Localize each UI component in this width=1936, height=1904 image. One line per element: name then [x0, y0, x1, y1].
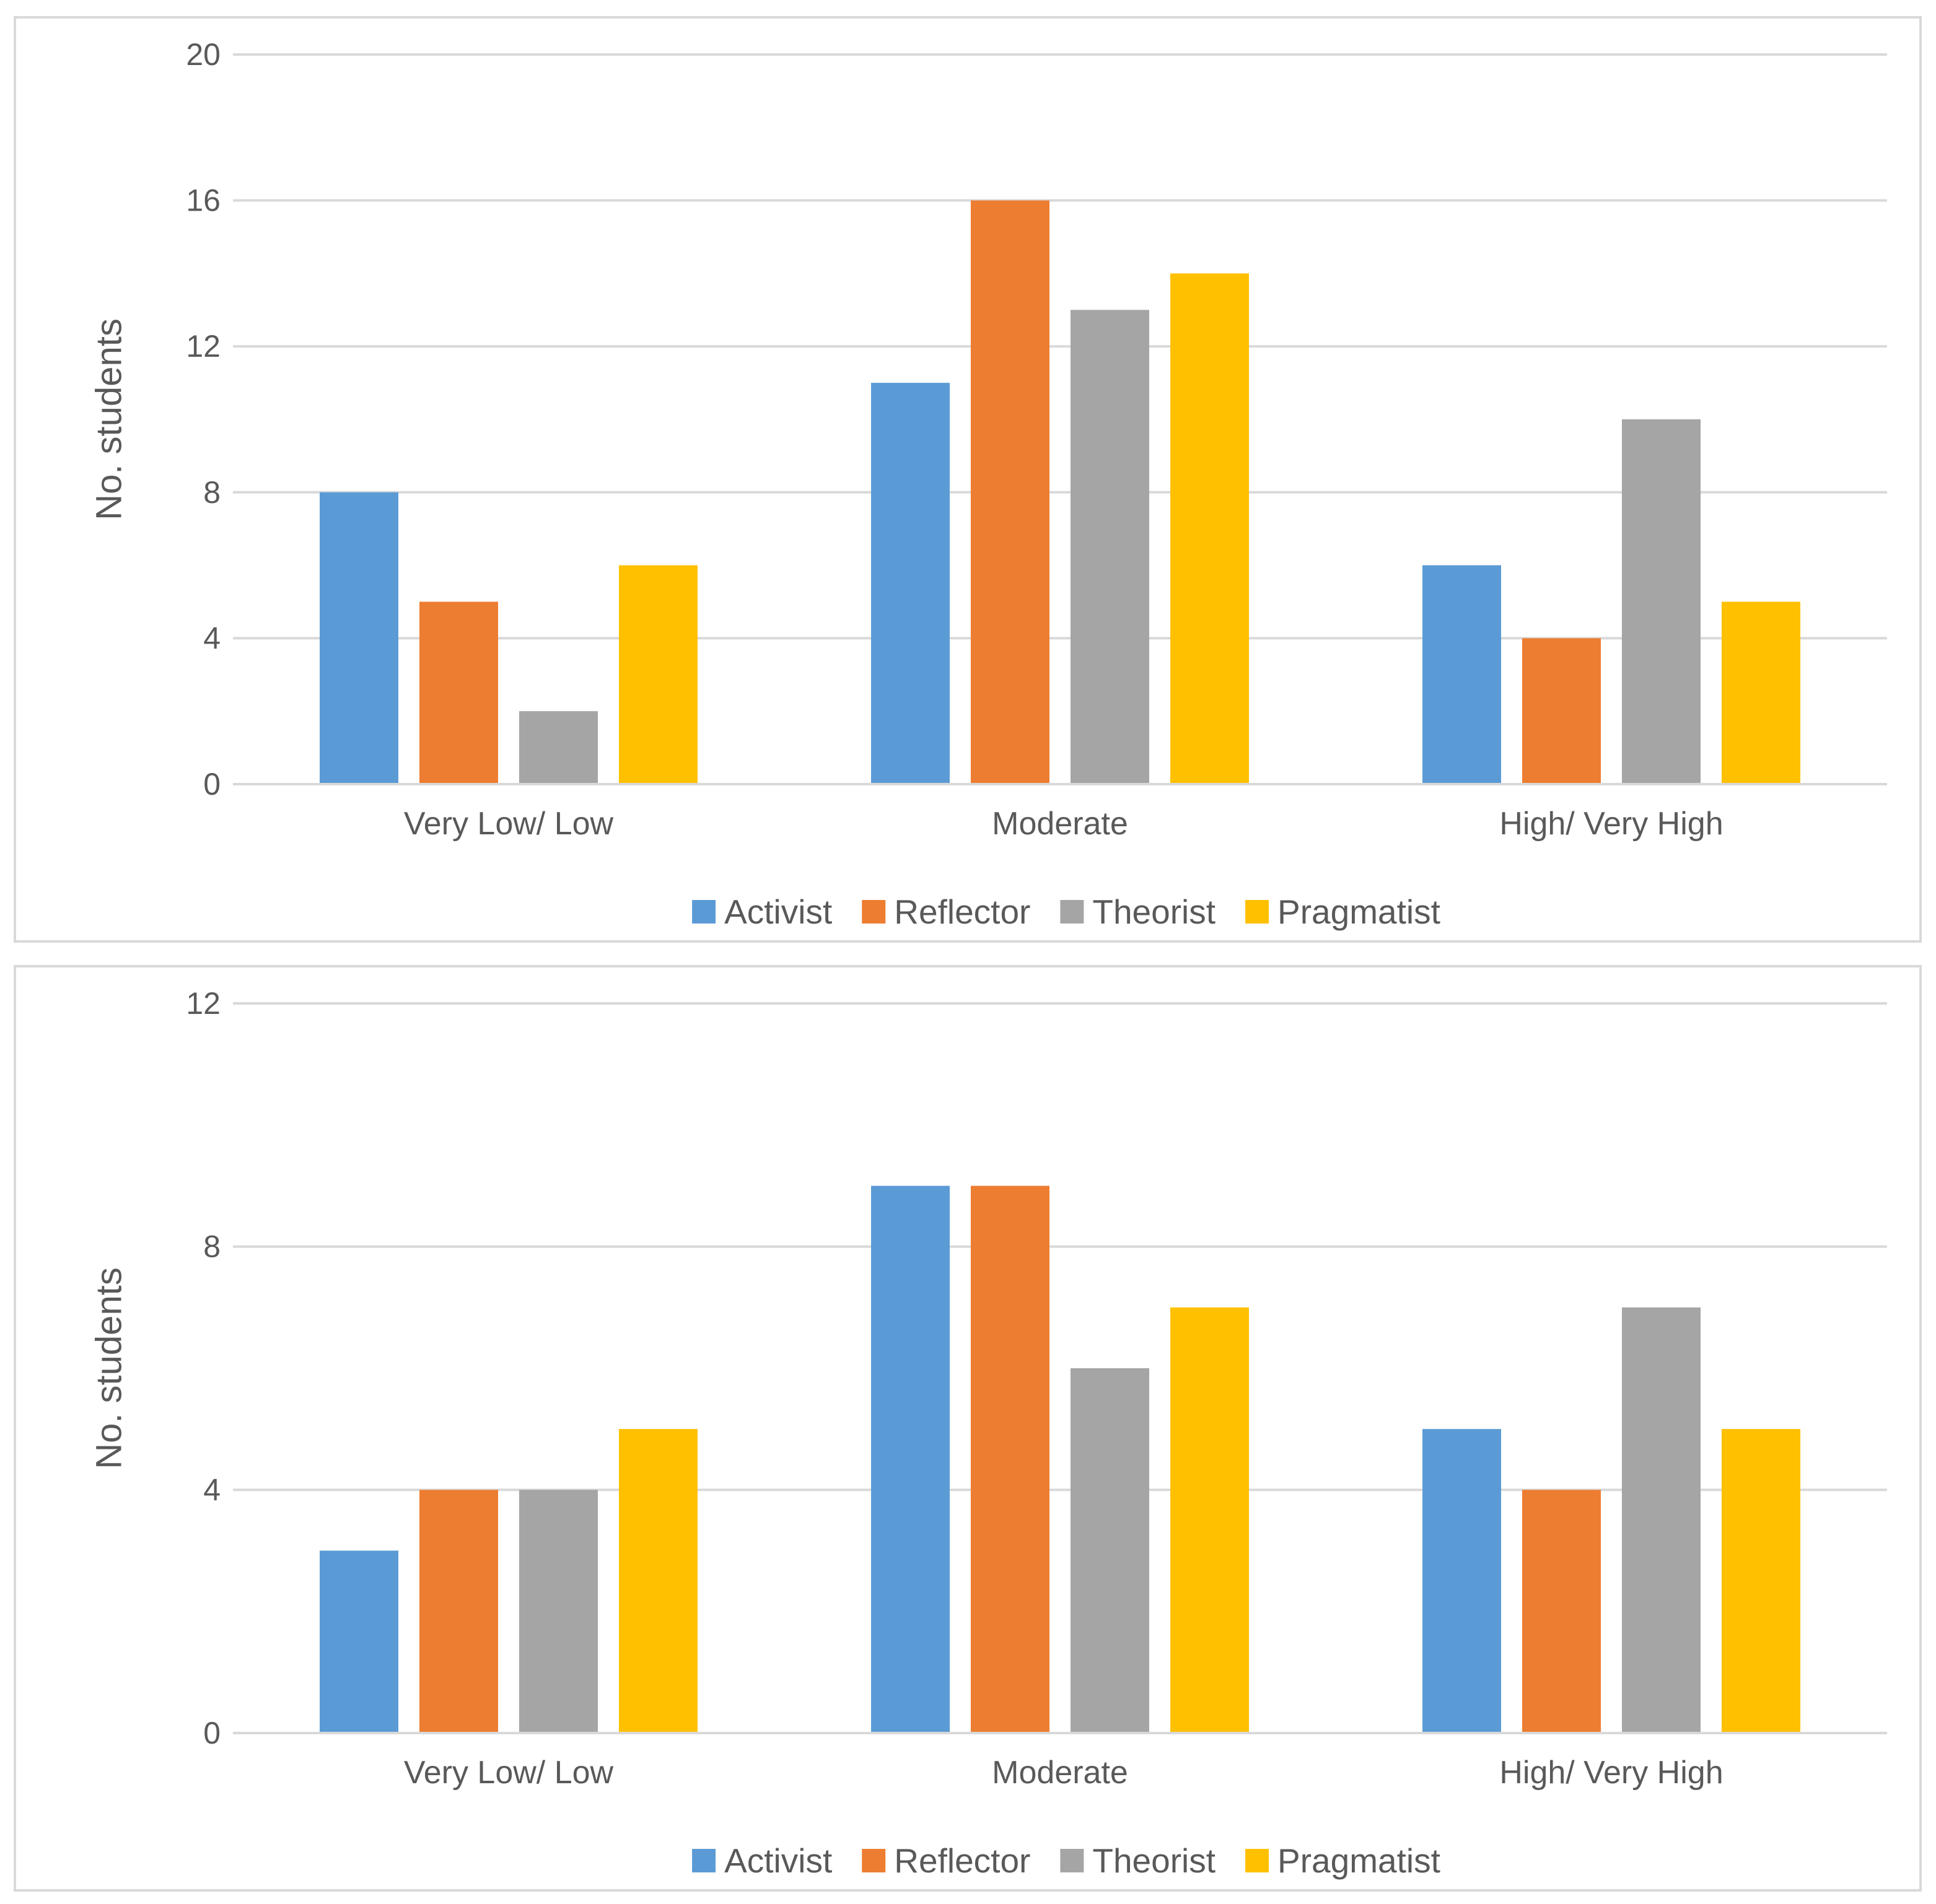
legend-item-theorist: Theorist — [1060, 893, 1215, 931]
bar-reflector-1 — [971, 1186, 1049, 1733]
legend-swatch — [1060, 1849, 1084, 1872]
legend-label: Reflector — [894, 1841, 1030, 1880]
legend-label: Reflector — [894, 893, 1030, 931]
bar-theorist-1 — [1071, 1368, 1149, 1733]
legend-item-reflector: Reflector — [862, 1841, 1030, 1880]
legend-label: Activist — [724, 1841, 832, 1880]
y-tick-label: 12 — [186, 329, 221, 364]
bar-activist-2 — [1422, 565, 1501, 784]
bar-reflector-2 — [1522, 638, 1601, 784]
chart-panel-top: 0 4 8 12 16 20 No. students Very Low/ Low Modera… — [14, 16, 1922, 943]
x-category-label: Moderate — [992, 1755, 1128, 1791]
bar-reflector-0 — [419, 601, 498, 784]
legend: Activist Reflector Theorist Pragmatist — [692, 1841, 1440, 1880]
x-category-label: Very Low/ Low — [404, 1755, 614, 1791]
y-tick-label: 8 — [203, 1229, 221, 1264]
legend-item-activist: Activist — [692, 893, 832, 931]
bar-theorist-2 — [1622, 419, 1701, 784]
bar-pragmatist-1 — [1170, 273, 1249, 784]
legend-item-theorist: Theorist — [1060, 1841, 1215, 1880]
y-tick-label: 16 — [186, 183, 221, 218]
bar-activist-1 — [871, 1186, 950, 1733]
x-category-label: High/ Very High — [1499, 806, 1723, 842]
y-tick-label: 12 — [186, 986, 221, 1021]
legend-label: Pragmatist — [1277, 893, 1440, 931]
legend-label: Theorist — [1092, 893, 1215, 931]
bar-chart-top: 0 4 8 12 16 20 No. students Very Low/ Low Modera… — [89, 37, 1887, 931]
bar-pragmatist-0 — [619, 1429, 698, 1733]
bar-theorist-0 — [519, 711, 598, 784]
legend: Activist Reflector Theorist Pragmatist — [692, 893, 1440, 931]
legend-swatch — [692, 900, 716, 924]
bar-theorist-1 — [1071, 310, 1149, 784]
bar-reflector-1 — [971, 200, 1049, 785]
y-tick-label: 0 — [203, 1716, 221, 1750]
legend-label: Activist — [724, 893, 832, 931]
y-tick-label: 4 — [203, 1472, 221, 1507]
legend-item-reflector: Reflector — [862, 893, 1030, 931]
bar-reflector-2 — [1522, 1490, 1601, 1733]
bar-activist-2 — [1422, 1429, 1501, 1733]
bar-pragmatist-0 — [619, 565, 698, 784]
legend-swatch — [862, 1849, 886, 1872]
legend-swatch — [1060, 900, 1084, 924]
y-tick-label: 0 — [203, 767, 221, 801]
y-axis-label: No. students — [89, 318, 129, 520]
x-category-label: High/ Very High — [1499, 1755, 1723, 1791]
y-tick-label: 8 — [203, 475, 221, 510]
legend-item-pragmatist: Pragmatist — [1245, 893, 1440, 931]
y-tick-label: 20 — [186, 37, 221, 72]
bar-activist-0 — [320, 492, 398, 784]
bar-reflector-0 — [419, 1490, 498, 1733]
legend-swatch — [1245, 1849, 1269, 1872]
legend-item-pragmatist: Pragmatist — [1245, 1841, 1440, 1880]
x-category-label: Very Low/ Low — [404, 806, 614, 842]
chart-panel-bottom: 0 4 8 12 No. students Very Low/ Low Moderate Hi… — [14, 965, 1922, 1892]
bar-pragmatist-2 — [1722, 1429, 1800, 1733]
legend-label: Pragmatist — [1277, 1841, 1440, 1880]
legend-swatch — [1245, 900, 1269, 924]
bar-pragmatist-1 — [1170, 1307, 1249, 1733]
bar-theorist-0 — [519, 1490, 598, 1733]
bar-theorist-2 — [1622, 1307, 1701, 1733]
legend-swatch — [692, 1849, 716, 1872]
bar-activist-0 — [320, 1550, 398, 1733]
bar-pragmatist-2 — [1722, 601, 1800, 784]
bar-activist-1 — [871, 383, 950, 784]
y-tick-label: 4 — [203, 621, 221, 655]
legend-label: Theorist — [1092, 1841, 1215, 1880]
legend-swatch — [862, 900, 886, 924]
legend-item-activist: Activist — [692, 1841, 832, 1880]
x-category-label: Moderate — [992, 806, 1128, 842]
bar-chart-bottom: 0 4 8 12 No. students Very Low/ Low Moderate Hi… — [89, 986, 1887, 1880]
y-axis-label: No. students — [89, 1267, 129, 1469]
